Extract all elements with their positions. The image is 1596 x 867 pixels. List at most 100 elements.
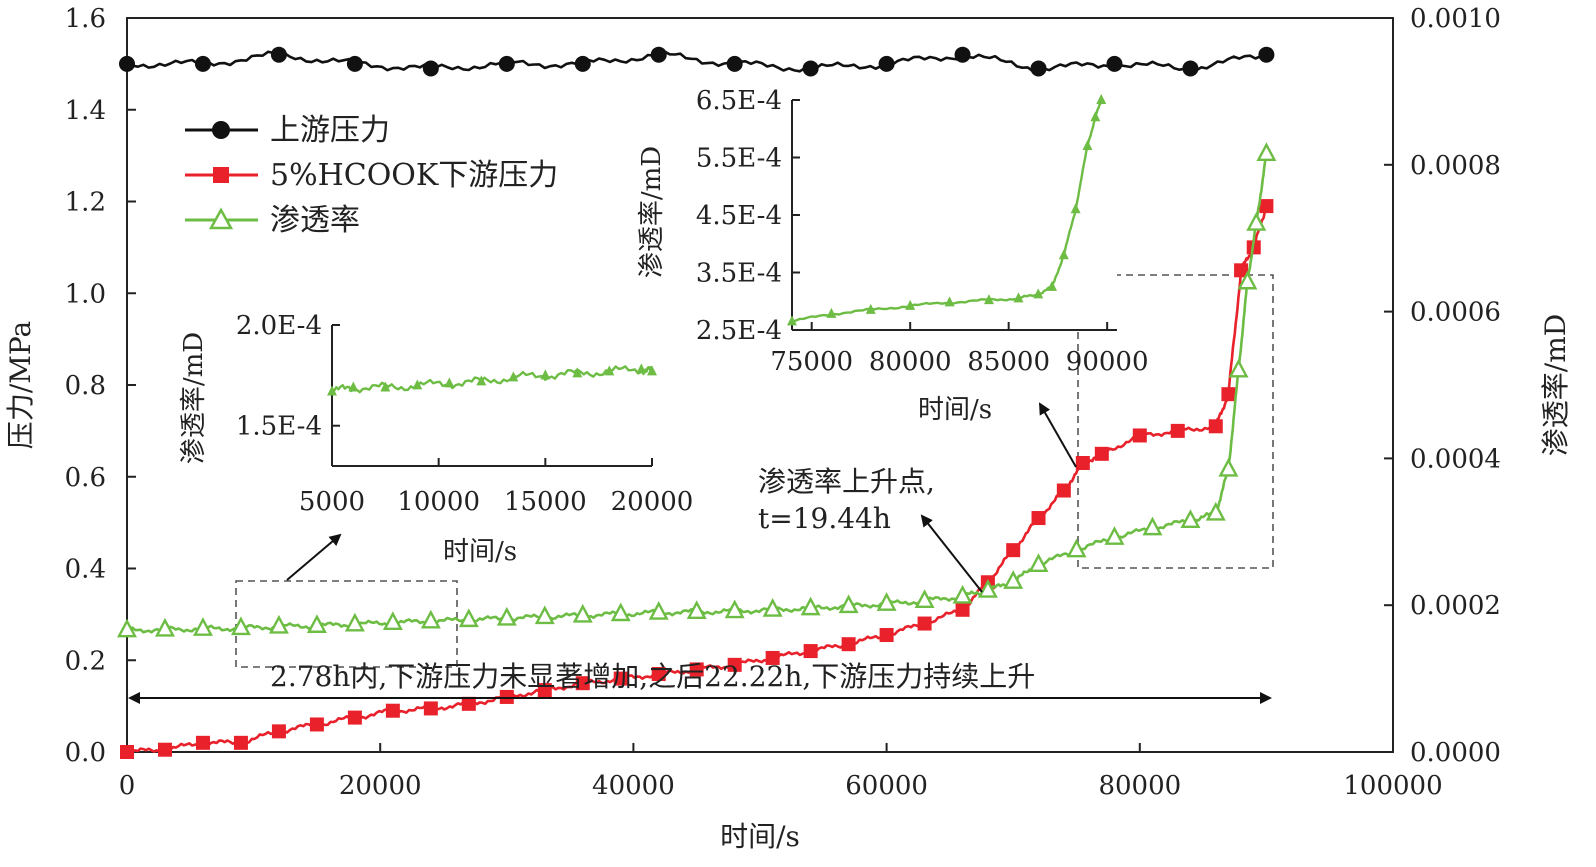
point-upstream: [726, 55, 743, 72]
legend-item-upstream: 上游压力: [185, 113, 390, 148]
x-axis-label: 时间/s: [720, 820, 800, 853]
point-permeability: [1246, 211, 1267, 231]
point-downstream: [1132, 428, 1147, 443]
inset2-x-tick-label: 85000: [967, 347, 1050, 377]
point-permeability: [420, 609, 441, 629]
point-permeability: [838, 594, 859, 614]
y-right-tick-label: 0.0010: [1410, 4, 1501, 34]
point-upstream: [650, 46, 667, 63]
point-downstream: [423, 701, 438, 716]
y-left-tick-label: 0.0: [65, 738, 106, 768]
inset2-point: [905, 299, 916, 310]
annotation-span-text: 2.78h内,下游压力未显著增加,之后22.22h,下游压力持续上升: [270, 660, 1035, 693]
inset2-point: [1058, 249, 1069, 260]
legend-marker-permeability: [208, 207, 234, 230]
point-permeability: [192, 617, 213, 636]
y-right-tick-label: 0.0004: [1410, 444, 1501, 474]
point-upstream: [954, 46, 971, 63]
point-permeability: [1028, 553, 1049, 573]
inset1-point: [444, 377, 455, 388]
x-tick-label: 0: [119, 771, 136, 801]
point-permeability: [952, 584, 973, 604]
y-left-tick-label: 0.2: [65, 646, 106, 676]
point-downstream: [157, 742, 172, 757]
inset1-y-tick-label: 1.5E-4: [236, 412, 322, 442]
point-upstream: [878, 55, 895, 72]
point-permeability: [686, 600, 707, 620]
point-permeability: [648, 600, 669, 620]
legend-label-downstream: 5%HCOOK下游压力: [270, 158, 558, 193]
inset2-point: [1082, 140, 1093, 150]
point-downstream: [120, 745, 134, 759]
x-tick-label: 60000: [845, 771, 928, 801]
inset2-point: [1047, 280, 1057, 291]
point-permeability: [1218, 457, 1239, 477]
inset1-point: [412, 379, 423, 390]
point-permeability: [914, 589, 935, 608]
point-upstream: [422, 60, 439, 77]
point-upstream: [1182, 60, 1199, 77]
point-permeability: [1003, 570, 1024, 589]
point-permeability: [1237, 270, 1258, 290]
inset1-point: [604, 365, 615, 376]
point-downstream: [1208, 419, 1223, 434]
y-right-tick-label: 0.0008: [1410, 151, 1501, 181]
inset1-point: [540, 369, 551, 380]
x-tick-label: 40000: [592, 771, 675, 801]
point-upstream: [498, 55, 515, 72]
point-downstream: [765, 650, 780, 665]
legend-marker-upstream: [212, 121, 230, 139]
point-permeability: [268, 614, 289, 634]
inset-late-permeability: 75000 80000 85000 90000 2.5E-4 3.5E-4 4.5E-4 5.…: [637, 86, 1149, 425]
point-downstream: [651, 667, 666, 682]
point-downstream: [233, 735, 248, 750]
main-series-layer: [117, 46, 1277, 759]
legend-label-upstream: 上游压力: [270, 113, 390, 148]
inset2-point: [826, 307, 837, 318]
point-upstream: [1106, 55, 1123, 72]
point-downstream: [1259, 199, 1274, 214]
inset2-y-tick-label: 2.5E-4: [696, 316, 782, 346]
inset1-y-tick-label: 2.0E-4: [236, 311, 322, 341]
point-permeability: [534, 605, 555, 625]
inset2-point: [787, 315, 797, 326]
point-permeability: [344, 612, 365, 632]
inset1-point: [348, 381, 359, 392]
y-right-axis-label: 渗透率/mD: [1539, 314, 1572, 456]
series-upstream: [119, 46, 1275, 77]
point-downstream: [803, 644, 818, 659]
inset2-x-tick-label: 80000: [869, 347, 952, 377]
series-line-upstream: [126, 50, 1267, 74]
point-downstream: [955, 602, 970, 617]
series-downstream: [120, 199, 1274, 759]
arrow-to-inset2: [1039, 402, 1077, 468]
point-permeability: [458, 608, 479, 628]
point-downstream: [917, 616, 932, 631]
point-downstream: [879, 628, 894, 643]
inset1-series: [327, 363, 657, 396]
point-downstream: [1234, 263, 1249, 278]
point-downstream: [1170, 423, 1185, 438]
point-downstream: [309, 717, 324, 732]
inset2-point: [1033, 288, 1044, 299]
point-permeability: [154, 617, 175, 637]
point-permeability: [230, 616, 251, 636]
legend-item-permeability: 渗透率: [185, 203, 360, 238]
point-downstream: [347, 710, 362, 725]
inset2-point: [1090, 111, 1101, 122]
inset2-point: [983, 294, 994, 305]
point-upstream: [346, 55, 363, 72]
inset1-x-tick-label: 5000: [299, 487, 365, 517]
inset1-x-label: 时间/s: [443, 537, 517, 567]
inset2-x-tick-label: 75000: [770, 347, 853, 377]
y-left-tick-label: 1.6: [65, 4, 106, 34]
y-right-tick-label: 0.0000: [1410, 738, 1501, 768]
y-right-tick-label: 0.0006: [1410, 298, 1501, 328]
series-permeability: [117, 142, 1277, 638]
point-downstream: [1031, 511, 1046, 526]
point-upstream: [270, 46, 287, 63]
point-permeability: [306, 614, 327, 633]
inset2-point: [1096, 94, 1107, 104]
inset2-series-line: [791, 100, 1103, 324]
y-left-tick-label: 1.0: [65, 279, 106, 309]
